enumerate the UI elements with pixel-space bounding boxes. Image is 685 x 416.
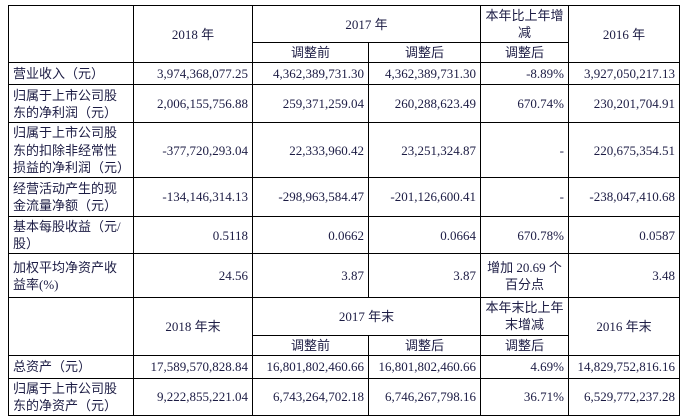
row-label: 基本每股收益（元/股） (8, 215, 134, 255)
cell-adjust-before: 4,362,389,731.30 (252, 62, 369, 86)
header-yoy-change: 本年比上年增减 (480, 4, 570, 44)
header-year-2017: 2017 年 (251, 4, 482, 44)
cell-adjust-before: 259,371,259.04 (252, 84, 369, 124)
cell-adjust-after: 6,746,267,798.16 (367, 377, 482, 416)
header-year-2018: 2018 年 (133, 4, 253, 64)
cell-2018: 17,589,570,828.84 (133, 354, 253, 379)
table-row-basic-eps: 基本每股收益（元/股） 0.5118 0.0662 0.0664 670.78%… (8, 215, 681, 255)
financial-key-data-table-container: 2018 年 2017 年 本年比上年增减 2016 年 调整前 调整后 调整后… (8, 4, 681, 416)
table-row-net-profit-excl-nonrecurring: 归属于上市公司股东的扣除非经常性损益的净利润（元） -377,720,293.0… (8, 122, 681, 178)
table-row-total-assets: 总资产（元） 17,589,570,828.84 16,801,802,460.… (8, 354, 681, 379)
cell-adjust-after: 260,288,623.49 (367, 84, 482, 124)
subheader-before-adjustment: 调整前 (252, 42, 369, 64)
row-label: 营业收入（元） (8, 62, 134, 86)
cell-2018: 3,974,368,077.25 (133, 62, 253, 86)
subheader2-after-adjustment: 调整后 (367, 334, 482, 356)
header-corner-cell (8, 4, 134, 64)
cell-change: 670.74% (480, 84, 570, 124)
table-row-weighted-avg-roe: 加权平均净资产收益率(%) 24.56 3.87 3.87 增加 20.69 个… (8, 253, 681, 299)
cell-adjust-before: 22,333,960.42 (252, 122, 369, 178)
cell-change: 增加 20.69 个百分点 (480, 253, 570, 299)
row-label: 加权平均净资产收益率(%) (8, 253, 134, 299)
table-row-net-assets: 归属于上市公司股东的净资产（元） 9,222,855,221.04 6,743,… (8, 377, 681, 416)
cell-2018: 9,222,855,221.04 (133, 377, 253, 416)
cell-2018: 24.56 (133, 253, 253, 299)
cell-adjust-before: 6,743,264,702.18 (252, 377, 369, 416)
row-label: 总资产（元） (8, 354, 134, 379)
cell-2016: 3.48 (568, 253, 681, 299)
header2-corner-cell (8, 297, 134, 356)
subheader-change-after-adjustment: 调整后 (480, 42, 570, 64)
cell-adjust-after: 3.87 (367, 253, 482, 299)
row-label: 经营活动产生的现金流量净额（元） (8, 176, 134, 217)
row-label: 归属于上市公司股东的净资产（元） (8, 377, 134, 416)
header-year-end-2016: 2016 年末 (568, 297, 681, 356)
cell-adjust-after: -201,126,600.41 (367, 176, 482, 217)
cell-2016: 0.0587 (568, 215, 681, 255)
subheader2-change-after-adjustment: 调整后 (480, 334, 570, 356)
cell-adjust-after: 0.0664 (367, 215, 482, 255)
cell-2018: 2,006,155,756.88 (133, 84, 253, 124)
cell-adjust-before: -298,963,584.47 (252, 176, 369, 217)
row-label: 归属于上市公司股东的净利润（元） (8, 84, 134, 124)
cell-change: - (480, 176, 570, 217)
header-year-2016: 2016 年 (568, 4, 681, 64)
cell-2016: 220,675,354.51 (568, 122, 681, 178)
cell-adjust-after: 16,801,802,460.66 (367, 354, 482, 379)
header-year-end-2017: 2017 年末 (251, 297, 482, 336)
header-yearend-change: 本年末比上年末增减 (480, 297, 570, 336)
table-row-net-profit: 归属于上市公司股东的净利润（元） 2,006,155,756.88 259,37… (8, 84, 681, 124)
table-row-operating-revenue: 营业收入（元） 3,974,368,077.25 4,362,389,731.3… (8, 62, 681, 86)
cell-2016: 3,927,050,217.13 (568, 62, 681, 86)
cell-change: - (480, 122, 570, 178)
cell-2018: -377,720,293.04 (133, 122, 253, 178)
cell-adjust-before: 16,801,802,460.66 (252, 354, 369, 379)
cell-change: -8.89% (480, 62, 570, 86)
header-year-end-2018: 2018 年末 (133, 297, 253, 356)
cell-change: 4.69% (480, 354, 570, 379)
subheader2-before-adjustment: 调整前 (252, 334, 369, 356)
cell-change: 36.71% (480, 377, 570, 416)
cell-adjust-before: 0.0662 (252, 215, 369, 255)
cell-2016: 230,201,704.91 (568, 84, 681, 124)
cell-adjust-after: 4,362,389,731.30 (367, 62, 482, 86)
cell-2018: -134,146,314.13 (133, 176, 253, 217)
cell-2016: -238,047,410.68 (568, 176, 681, 217)
cell-adjust-before: 3.87 (252, 253, 369, 299)
cell-2016: 14,829,752,816.16 (568, 354, 681, 379)
table-row-operating-cash-flow: 经营活动产生的现金流量净额（元） -134,146,314.13 -298,96… (8, 176, 681, 217)
cell-2016: 6,529,772,237.28 (568, 377, 681, 416)
row-label: 归属于上市公司股东的扣除非经常性损益的净利润（元） (8, 122, 134, 178)
cell-adjust-after: 23,251,324.87 (367, 122, 482, 178)
subheader-after-adjustment: 调整后 (367, 42, 482, 64)
cell-2018: 0.5118 (133, 215, 253, 255)
cell-change: 670.78% (480, 215, 570, 255)
key-accounting-data-table: 2018 年 2017 年 本年比上年增减 2016 年 调整前 调整后 调整后… (8, 4, 681, 416)
